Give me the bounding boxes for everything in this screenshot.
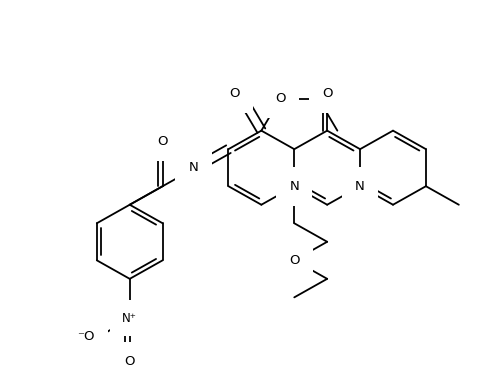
Text: O: O — [289, 254, 300, 267]
Text: N: N — [289, 180, 299, 193]
Text: O: O — [275, 92, 285, 105]
Text: O: O — [157, 135, 168, 148]
Text: N: N — [188, 161, 198, 174]
Text: N⁺: N⁺ — [122, 312, 137, 325]
Text: O: O — [322, 87, 333, 100]
Text: O: O — [125, 355, 135, 367]
Text: ⁻O: ⁻O — [77, 330, 94, 343]
Text: O: O — [229, 87, 240, 100]
Text: N: N — [355, 180, 365, 193]
